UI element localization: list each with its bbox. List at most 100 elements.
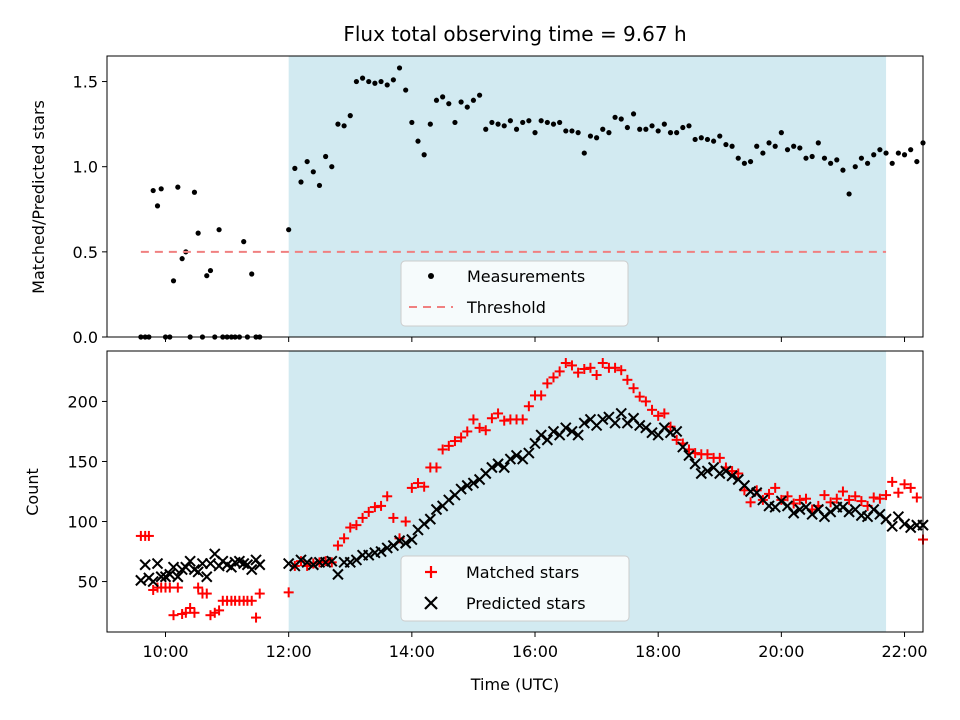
matched-star-point: [382, 491, 393, 502]
measurement-point: [667, 130, 674, 136]
matched-star-point: [844, 494, 855, 505]
measurement-point: [692, 136, 698, 143]
measurement-point: [150, 187, 156, 194]
matched-star-point: [419, 481, 430, 492]
matched-star-point: [554, 366, 565, 377]
top-y-axis-label: Matched/Predicted stars: [29, 100, 48, 294]
chart-title: Flux total observing time = 9.67 h: [343, 22, 686, 46]
predicted-star-point: [695, 467, 708, 480]
measurement-point: [711, 138, 717, 144]
predicted-star-point: [192, 566, 204, 578]
predicted-star-point: [523, 447, 535, 459]
predicted-star-point: [886, 520, 898, 533]
measurement-point: [195, 230, 201, 236]
matched-star-point: [357, 512, 368, 523]
measurement-point: [575, 130, 581, 136]
predicted-star-point: [147, 575, 159, 588]
measurement-point: [495, 121, 501, 127]
bottom-y-ticks: 50 100 150 200: [67, 392, 107, 592]
measurement-point: [852, 164, 858, 170]
bottom-plot-frame: [106, 350, 924, 633]
predicted-star-point: [180, 561, 192, 573]
measurement-point: [643, 126, 649, 132]
matched-star-point: [251, 612, 262, 623]
matched-star-point: [616, 365, 627, 376]
matched-star-point: [254, 588, 265, 599]
predicted-star-point: [677, 441, 689, 453]
measurement-point: [409, 119, 415, 126]
predicted-star-point: [492, 458, 504, 470]
predicted-star-point: [504, 453, 517, 465]
matched-star-point: [369, 502, 380, 513]
top-legend: Measurements Threshold: [400, 260, 629, 327]
measurement-point: [304, 158, 310, 165]
predicted-star-point: [609, 417, 621, 429]
predicted-star-point: [455, 483, 467, 495]
matched-star-point: [560, 358, 571, 369]
predicted-star-point: [615, 407, 627, 420]
matched-star-point: [671, 434, 682, 445]
measurement-point: [784, 147, 791, 153]
predicted-star-point: [254, 559, 266, 571]
matched-star-point: [363, 506, 374, 517]
matched-star-point: [634, 391, 645, 402]
matched-star-point: [542, 378, 553, 389]
matched-star-point: [388, 512, 399, 523]
measurement-point: [464, 104, 470, 110]
legend-measurements-label: Measurements: [467, 267, 585, 286]
predicted-star-point: [529, 437, 541, 450]
matched-star-point: [493, 408, 504, 419]
predicted-star-point: [393, 535, 406, 547]
matched-star-point: [332, 540, 343, 551]
measurement-point: [489, 119, 495, 126]
matched-star-point: [474, 422, 485, 433]
measurement-point: [723, 141, 729, 148]
matched-star-point: [189, 607, 200, 618]
top-panel: 0.0 0.5 1.0 1.5 Flux total observing time =…: [29, 22, 926, 347]
measurement-point: [249, 271, 255, 277]
measurement-point: [729, 143, 735, 149]
measurement-point: [154, 203, 161, 209]
measurement-point: [557, 119, 563, 126]
measurement-point: [766, 140, 772, 146]
measurement-point: [292, 165, 298, 171]
matched-star-point: [246, 595, 257, 606]
predicted-star-point: [787, 507, 800, 519]
measurement-point: [415, 138, 421, 144]
matched-star-point: [449, 436, 460, 447]
measurement-point: [207, 267, 214, 274]
measurement-point: [858, 155, 865, 161]
measurement-point: [507, 118, 513, 124]
measurement-point: [791, 143, 797, 149]
matched-star-point: [893, 487, 904, 498]
legend-matched-marker: [425, 566, 437, 578]
predicted-star-point: [461, 479, 473, 492]
measurement-point: [458, 99, 464, 105]
matched-star-point: [193, 582, 204, 593]
measurement-point: [470, 97, 477, 103]
measurement-point: [778, 130, 784, 136]
matched-star-point: [628, 383, 639, 394]
measurement-point: [741, 160, 748, 166]
matched-star-point: [443, 440, 454, 451]
measurement-point: [384, 82, 390, 88]
measurement-point: [600, 126, 606, 132]
matched-star-point: [911, 492, 922, 503]
bottom-legend: Matched stars Predicted stars: [400, 555, 630, 622]
predicted-star-point: [307, 559, 320, 571]
top-y-tick-label: 1.5: [73, 73, 98, 92]
predicted-star-point: [135, 574, 147, 587]
measurement-point: [513, 126, 520, 132]
predicted-star-point: [381, 542, 393, 554]
measurement-point: [316, 182, 323, 189]
predicted-star-point: [541, 434, 554, 446]
measurement-point: [649, 123, 655, 129]
bottom-y-axis-label: Count: [23, 468, 42, 516]
predicted-star-point: [597, 413, 609, 426]
predicted-star-point: [172, 571, 184, 583]
matched-star-point: [517, 414, 528, 425]
predicted-star-point: [301, 556, 313, 569]
predicted-star-point: [843, 506, 855, 518]
measurement-point: [378, 78, 384, 85]
predicted-star-point: [201, 571, 213, 583]
